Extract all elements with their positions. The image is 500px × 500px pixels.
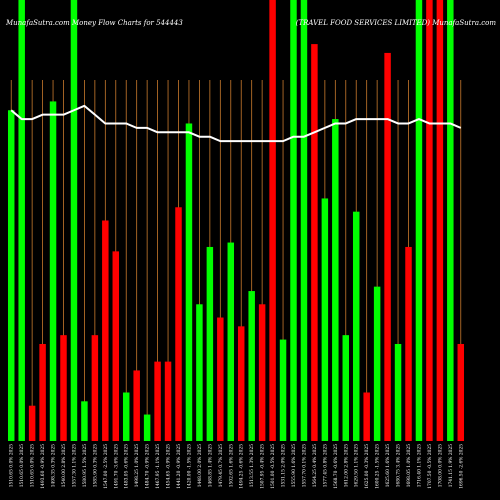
bar <box>91 335 99 441</box>
bar <box>133 370 140 441</box>
x-tick-labels: 1510.65 0.0% 2025 1510.65 0.0% 2025 1510.6… <box>10 444 465 489</box>
bar <box>81 401 88 441</box>
bar <box>290 0 297 441</box>
bar <box>279 339 287 441</box>
bar <box>426 0 433 441</box>
bar <box>206 246 214 441</box>
x-tick-label: 1491.70 -3.6% 2025 <box>114 444 119 489</box>
x-tick-label: 1557.30 1.1% 2025 <box>72 444 77 487</box>
x-tick-label: 1484.70 -0.9% 2025 <box>146 444 151 489</box>
x-tick-label: 1625.00 -0.3% 2025 <box>365 444 370 489</box>
bar <box>237 326 245 441</box>
x-tick-label: 1507.95 -0.4% 2025 <box>261 444 266 489</box>
bar <box>258 304 266 441</box>
bar <box>122 392 130 441</box>
x-tick-label: 1600.25 -1.5% 2025 <box>376 444 381 489</box>
x-tick-label: 1513.55 1.3% 2025 <box>250 444 255 487</box>
bar <box>311 44 318 441</box>
bar <box>7 110 15 441</box>
bar <box>102 220 109 441</box>
x-tick-label: 1716.40 1.1% 2025 <box>417 444 422 487</box>
x-tick-label: 1629.50 1.1% 2025 <box>355 444 360 487</box>
bar <box>394 343 402 441</box>
x-tick-label: 1547.00 -2.5% 2025 <box>104 444 109 489</box>
bar <box>248 291 255 441</box>
x-tick-label: 1510.65 0.0% 2025 <box>10 444 15 487</box>
bars <box>7 0 465 442</box>
bar <box>436 0 444 441</box>
bar <box>185 123 193 441</box>
x-tick-label: 1420.00 -1.5% 2025 <box>187 444 192 489</box>
x-tick-label: 1498.35 0.3% 2025 <box>52 444 57 487</box>
x-tick-label: 1585.90 0.3% 2025 <box>93 444 98 487</box>
x-tick-label: 1708.00 0.0% 2025 <box>438 444 443 487</box>
bar <box>70 0 78 441</box>
bar <box>457 343 465 441</box>
x-tick-label: 1612.00 2.8% 2025 <box>344 444 349 487</box>
bar <box>373 286 381 441</box>
x-tick-label: 1510.65 0.0% 2025 <box>31 444 36 487</box>
bar <box>269 0 276 441</box>
x-tick-label: 1568.70 -0.6% 2025 <box>334 444 339 489</box>
x-tick-label: 1467.95 -1.1% 2025 <box>156 444 161 489</box>
x-tick-label: 1483.05 -0.6% 2025 <box>125 444 130 489</box>
line-series <box>10 104 462 143</box>
x-tick-label: 1577.45 0.8% 2025 <box>323 444 328 487</box>
x-tick-label: 1707.50 -0.5% 2025 <box>428 444 433 489</box>
x-tick-label: 1501.00 -0.5% 2025 <box>271 444 276 489</box>
x-tick-label: 1493.60 -0.9% 2025 <box>41 444 46 489</box>
x-tick-label: 1557.70 0.1% 2025 <box>302 444 307 487</box>
bar <box>143 414 151 441</box>
bar <box>363 392 370 441</box>
x-tick-label: 1741.15 1.9% 2025 <box>449 444 454 487</box>
bar <box>49 101 57 442</box>
bar <box>447 0 454 441</box>
bar <box>175 207 182 441</box>
bar <box>342 335 350 441</box>
bar <box>405 246 412 441</box>
bar <box>352 211 360 441</box>
bar <box>227 242 235 441</box>
money-flow-line <box>10 104 462 143</box>
x-tick-label: 1494.25 -0.6% 2025 <box>240 444 245 489</box>
bar <box>164 361 172 441</box>
x-tick-label: 1698.05 1.0% 2025 <box>407 444 412 487</box>
x-tick-label: 1441.20 -0.9% 2025 <box>177 444 182 489</box>
bar <box>154 361 161 441</box>
x-tick-label: 1680.75 3.4% 2025 <box>397 444 402 487</box>
x-tick-label: 1564.25 0.4% 2025 <box>313 444 318 487</box>
x-tick-label: 1454.65 -0.9% 2025 <box>167 444 172 489</box>
x-tick-label: 1580.95 1.5% 2025 <box>83 444 88 487</box>
bar <box>39 343 46 441</box>
bar <box>217 317 224 441</box>
bar <box>415 0 423 441</box>
x-tick-label: 1448.00 2.0% 2025 <box>198 444 203 487</box>
bar <box>300 0 308 441</box>
bar <box>18 0 25 441</box>
bar <box>112 251 120 441</box>
x-tick-label: 1468.85 1.4% 2025 <box>208 444 213 487</box>
x-tick-label: 1479.45 0.7% 2025 <box>219 444 224 487</box>
x-tick-label: 1510.65 0.0% 2025 <box>20 444 25 487</box>
x-tick-label: 1502.65 1.6% 2025 <box>229 444 234 487</box>
bar <box>384 52 391 442</box>
bar <box>60 335 67 441</box>
x-tick-label: 1625.60 1.6% 2025 <box>386 444 391 487</box>
bar <box>196 304 203 441</box>
x-tick-label: 1696.50 -2.6% 2025 <box>459 444 464 489</box>
x-tick-label: 1531.15 2.0% 2025 <box>282 444 287 487</box>
chart-title-left: MunafaSutra.com Money Flow Charts for 54… <box>5 19 183 27</box>
bar <box>28 405 36 441</box>
bar <box>321 198 329 441</box>
x-tick-label: 1555.90 1.6% 2025 <box>292 444 297 487</box>
x-tick-label: 1540.00 2.8% 2025 <box>62 444 67 487</box>
x-tick-label: 1498.25 1.0% 2025 <box>135 444 140 487</box>
chart-title-right: (TRAVEL FOOD SERVICES LIMITED) MunafaSut… <box>296 19 497 27</box>
bar <box>332 119 339 441</box>
